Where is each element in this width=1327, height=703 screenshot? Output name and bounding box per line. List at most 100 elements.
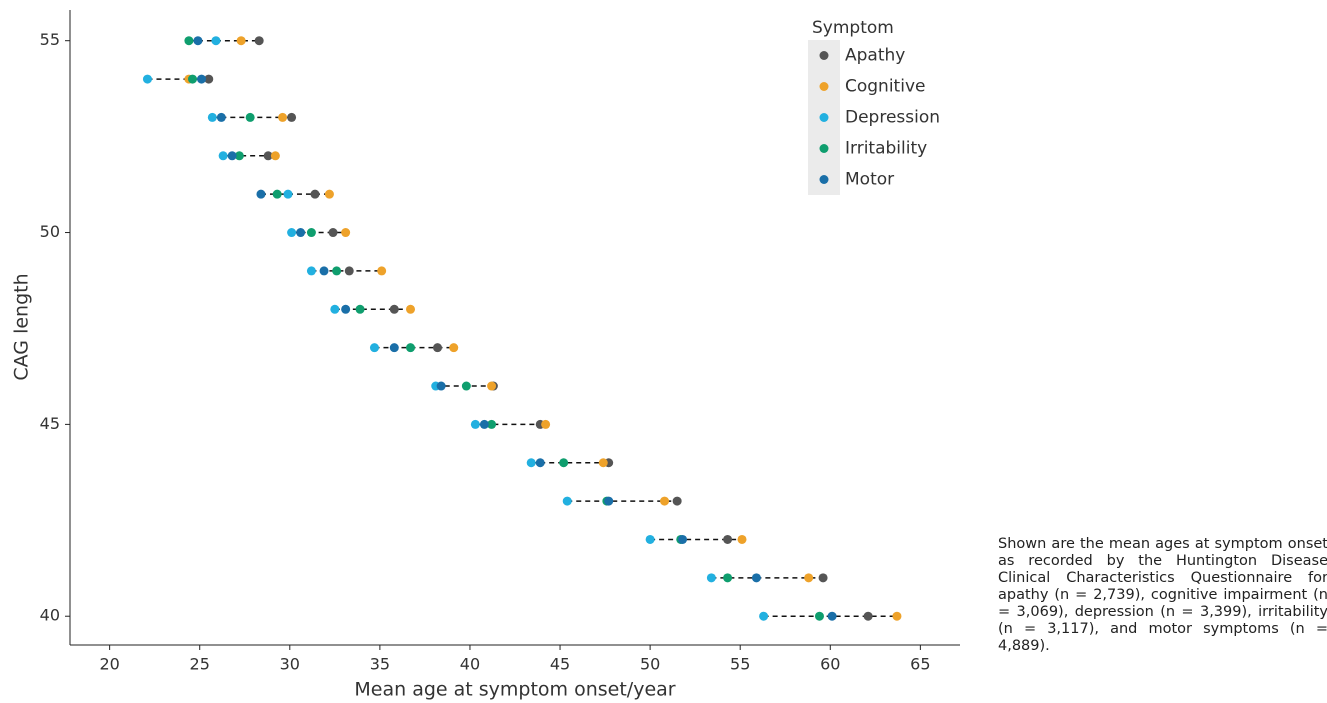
data-point <box>562 496 572 506</box>
data-point <box>204 74 214 84</box>
legend-marker <box>819 51 829 60</box>
data-point <box>287 112 297 122</box>
data-point <box>283 189 293 199</box>
legend-label: Depression <box>845 108 940 128</box>
x-tick-label: 50 <box>640 655 660 674</box>
data-point <box>598 458 608 468</box>
data-point <box>377 266 387 276</box>
data-point <box>142 74 152 84</box>
y-tick-label: 50 <box>40 222 60 241</box>
data-point <box>211 36 221 46</box>
data-point <box>645 534 655 544</box>
data-point <box>218 151 228 161</box>
data-point <box>479 419 489 429</box>
data-point <box>227 151 237 161</box>
data-point <box>193 36 203 46</box>
legend-marker <box>819 113 829 122</box>
y-axis-title: CAG length <box>11 273 33 380</box>
data-point <box>604 496 614 506</box>
data-point <box>254 36 264 46</box>
data-point <box>827 611 837 621</box>
x-tick-label: 40 <box>460 655 480 674</box>
data-point <box>814 611 824 621</box>
x-tick-label: 25 <box>190 655 210 674</box>
legend-marker <box>819 82 829 91</box>
data-point <box>461 381 471 391</box>
data-point <box>234 151 244 161</box>
data-point <box>389 343 399 353</box>
data-point <box>306 266 316 276</box>
data-point <box>341 304 351 314</box>
data-point <box>216 112 226 122</box>
data-point <box>272 189 282 199</box>
data-point <box>207 112 217 122</box>
data-point <box>306 228 316 238</box>
data-point <box>706 573 716 583</box>
data-point <box>369 343 379 353</box>
data-point <box>341 228 351 238</box>
data-point <box>678 534 688 544</box>
data-point <box>324 189 334 199</box>
data-point <box>737 534 747 544</box>
data-point <box>672 496 682 506</box>
x-axis-title: Mean age at symptom onset/year <box>354 679 675 701</box>
data-point <box>526 458 536 468</box>
data-point <box>804 573 814 583</box>
data-point <box>328 228 338 238</box>
data-point <box>278 112 288 122</box>
data-point <box>188 74 198 84</box>
data-point <box>433 343 443 353</box>
data-point <box>197 74 207 84</box>
legend-marker <box>819 144 829 153</box>
legend-label: Motor <box>845 170 894 190</box>
data-point <box>344 266 354 276</box>
data-point <box>470 419 480 429</box>
data-point <box>541 419 551 429</box>
x-tick-label: 60 <box>820 655 840 674</box>
legend-marker <box>819 175 829 184</box>
data-point <box>389 304 399 314</box>
data-point <box>892 611 902 621</box>
data-point <box>263 151 273 161</box>
data-point <box>406 343 416 353</box>
data-point <box>487 419 497 429</box>
data-point <box>355 304 365 314</box>
data-point <box>559 458 569 468</box>
legend-label: Cognitive <box>845 77 925 97</box>
x-tick-label: 30 <box>280 655 300 674</box>
x-tick-label: 45 <box>550 655 570 674</box>
data-point <box>256 189 266 199</box>
data-point <box>723 534 733 544</box>
data-point <box>310 189 320 199</box>
legend-label: Apathy <box>845 46 905 66</box>
data-point <box>236 36 246 46</box>
data-point <box>818 573 828 583</box>
legend-label: Irritability <box>845 139 927 159</box>
data-point <box>660 496 670 506</box>
data-point <box>449 343 459 353</box>
data-point <box>759 611 769 621</box>
y-tick-label: 45 <box>40 414 60 433</box>
data-point <box>406 304 416 314</box>
data-point <box>330 304 340 314</box>
caption: Shown are the mean ages at symptom onset… <box>998 536 1327 654</box>
legend-title: Symptom <box>812 18 894 38</box>
data-point <box>863 611 873 621</box>
data-point <box>436 381 446 391</box>
data-point <box>270 151 280 161</box>
data-point <box>184 36 194 46</box>
data-point <box>332 266 342 276</box>
data-point <box>319 266 329 276</box>
x-tick-label: 35 <box>370 655 390 674</box>
y-tick-label: 40 <box>40 606 60 625</box>
x-tick-label: 65 <box>910 655 930 674</box>
data-point <box>487 381 497 391</box>
data-point <box>287 228 297 238</box>
data-point <box>723 573 733 583</box>
data-point <box>751 573 761 583</box>
data-point <box>535 458 545 468</box>
y-tick-label: 55 <box>40 30 60 49</box>
data-point <box>245 112 255 122</box>
